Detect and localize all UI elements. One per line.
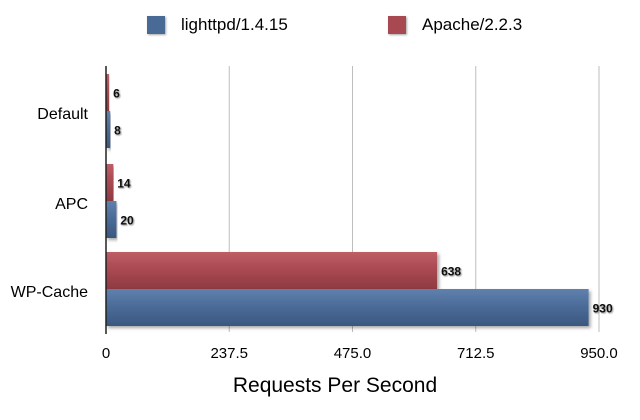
- x-tick-label: 475.0: [334, 345, 372, 362]
- legend-swatch-apache: [388, 16, 406, 34]
- legend-label-apache: Apache/2.2.3: [422, 15, 523, 34]
- y-tick-label: Default: [37, 106, 88, 123]
- x-tick-label: 237.5: [210, 345, 248, 362]
- bar-apache-wp-cache: [106, 252, 438, 289]
- bar-apache-apc: [106, 164, 114, 201]
- legend-swatch-lighttpd: [147, 16, 165, 34]
- x-tick-label: 950.0: [580, 345, 618, 362]
- data-label: 8: [114, 124, 121, 138]
- y-tick-label: APC: [55, 196, 88, 213]
- legend-item-apache: Apache/2.2.3: [388, 12, 522, 38]
- bar-lighttpd-apc: [106, 201, 117, 238]
- x-axis-label: Requests Per Second: [233, 374, 437, 397]
- y-tick-label: WP-Cache: [11, 284, 88, 301]
- legend: lighttpd/1.4.15 Apache/2.2.3: [0, 12, 640, 38]
- legend-item-lighttpd: lighttpd/1.4.15: [147, 12, 288, 38]
- x-tick-label: 712.5: [457, 345, 495, 362]
- legend-label-lighttpd: lighttpd/1.4.15: [181, 15, 288, 34]
- data-label: 6: [113, 87, 120, 101]
- data-label: 14: [117, 177, 131, 191]
- data-label: 20: [120, 214, 134, 228]
- bar-apache-default: [106, 74, 110, 111]
- bar-lighttpd-default: [106, 111, 111, 148]
- x-tick-label: 0: [102, 345, 110, 362]
- bar-lighttpd-wp-cache: [106, 289, 589, 326]
- data-label: 638: [441, 265, 461, 279]
- data-label: 930: [593, 302, 613, 316]
